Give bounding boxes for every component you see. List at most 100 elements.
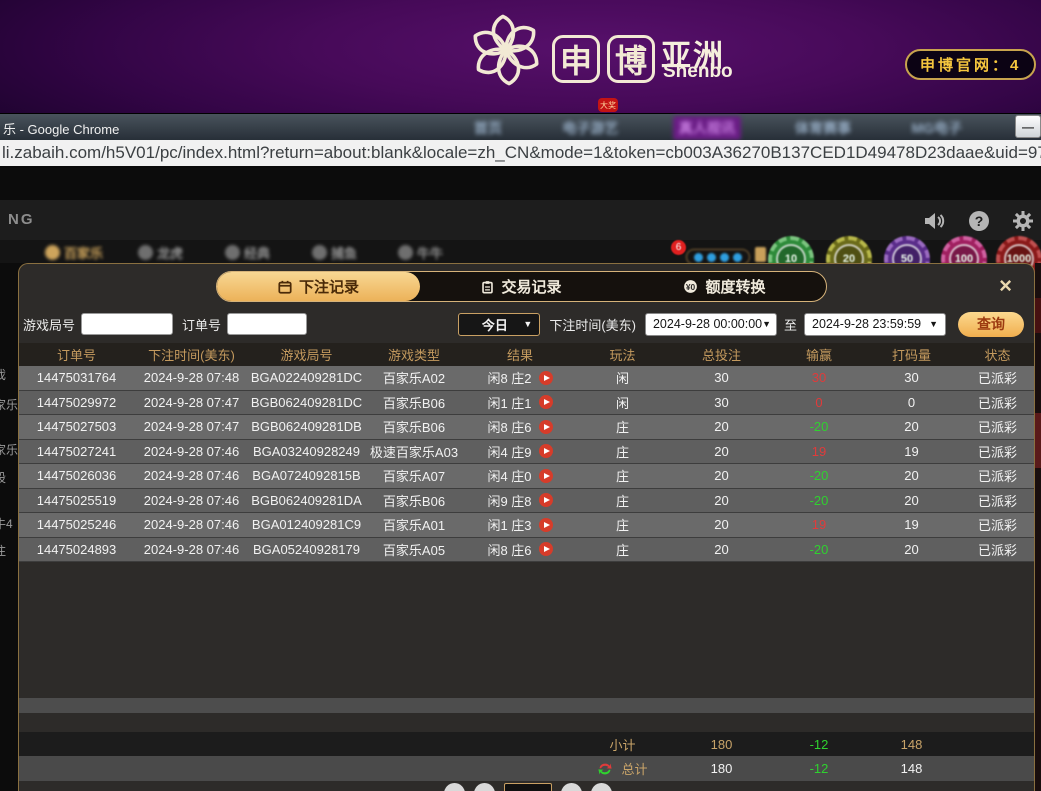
page-prev-button[interactable] [473, 783, 495, 791]
table-row: 14475026036 2024-9-28 07:46 BGA0724092815B… [19, 464, 1034, 489]
total-label: 总计 [621, 762, 648, 777]
date-from-select[interactable]: 2024-9-28 00:00:00 ▼ [644, 312, 777, 336]
play-video-icon[interactable] [538, 419, 553, 434]
svg-text:?: ? [975, 213, 984, 229]
help-icon[interactable]: ? [967, 209, 991, 233]
official-site-pill[interactable]: 申博官网：4 [905, 49, 1037, 80]
gold-marker [755, 247, 766, 262]
cell-play-type: 庄 [615, 469, 629, 485]
play-video-icon[interactable] [538, 493, 553, 508]
chevron-down-icon: ▼ [929, 319, 938, 329]
play-video-icon[interactable] [538, 444, 553, 459]
nav-item[interactable]: 首页 [474, 120, 502, 136]
cell-result: 闲1 庄3 [464, 515, 576, 534]
tab-bet-records[interactable]: 下注记录 [217, 272, 420, 301]
cell-turnover: 20 [904, 541, 919, 557]
play-video-icon[interactable] [538, 370, 553, 385]
background-text-remnant: 家乐 [0, 443, 19, 457]
page-first-button[interactable] [443, 783, 465, 791]
cell-turnover: 0 [907, 394, 916, 410]
total-bet: 180 [710, 761, 733, 776]
range-select[interactable]: 今日 ▼ [458, 312, 541, 336]
play-video-icon[interactable] [538, 542, 553, 557]
refresh-icon[interactable] [597, 762, 613, 776]
query-button[interactable]: 查询 [958, 311, 1024, 337]
date-from-value: 2024-9-28 00:00:00 [652, 317, 763, 331]
category-icon [312, 245, 327, 260]
play-video-icon[interactable] [538, 517, 553, 532]
cell-round-no: BGA05240928179 [253, 541, 360, 557]
calendar-icon [278, 280, 292, 294]
cell-win-loss: -20 [809, 541, 829, 557]
table-row: 14475027503 2024-9-28 07:47 BGB062409281DB… [19, 415, 1034, 440]
table-row: 14475029972 2024-9-28 07:47 BGB062409281DC… [19, 390, 1034, 415]
table-row: 14475025246 2024-9-28 07:46 BGA012409281C9… [19, 513, 1034, 538]
play-video-icon[interactable] [538, 468, 553, 483]
cell-game-type: 百家乐B06 [382, 493, 446, 509]
game-round-input[interactable] [81, 313, 174, 335]
dialog-tabbar: 下注记录 交易记录 ¥0 额度转换 [216, 271, 827, 302]
cell-play-type: 庄 [615, 542, 629, 558]
category-item[interactable]: 经典 [225, 243, 270, 262]
settings-gear-icon[interactable] [1011, 209, 1035, 233]
category-item[interactable]: 龙虎 [138, 243, 183, 262]
subtotal-turnover: 148 [900, 736, 923, 752]
table-row: 14475024893 2024-9-28 07:46 BGA05240928179… [19, 537, 1034, 562]
cell-round-no: BGB062409281DB [251, 419, 362, 435]
cell-status: 已派彩 [977, 420, 1017, 436]
flower-logo-icon [473, 14, 539, 86]
jackpot-badge: 大奖 [598, 98, 618, 112]
page-last-button[interactable] [590, 783, 612, 791]
chevron-down-icon: ▼ [523, 319, 533, 329]
cell-order-no: 14475025246 [36, 517, 117, 533]
client-logo: NG [8, 211, 35, 228]
background-text-remnant: 注 [0, 544, 7, 558]
logo-region-text: 亚洲 [661, 40, 725, 73]
category-item[interactable]: 牛牛 [398, 243, 443, 262]
cell-game-type: 百家乐A05 [382, 542, 446, 558]
logo-en-text: Shenbo [663, 61, 733, 82]
subtotal-label: 小计 [609, 737, 636, 753]
cell-bet-time: 2024-9-28 07:47 [143, 394, 240, 410]
logo-char-box-1: 申 [552, 35, 600, 83]
tab-transaction-records[interactable]: 交易记录 [420, 272, 623, 301]
col-order-no: 订单号 [56, 348, 96, 363]
speaker-icon[interactable] [922, 209, 946, 233]
range-value: 今日 [481, 317, 508, 333]
nav-item[interactable]: 真人视讯 [672, 116, 741, 140]
cell-status: 已派彩 [977, 469, 1017, 485]
cell-turnover: 20 [904, 492, 919, 508]
total-row: 总计 180 -12 148 [19, 756, 1034, 781]
browser-nav-items: 首页 电子游艺 真人视讯 体育赛事 MG电子 [468, 116, 968, 140]
cell-game-type: 百家乐A02 [382, 371, 446, 387]
svg-text:¥0: ¥0 [686, 282, 696, 292]
cell-game-type: 百家乐A07 [382, 469, 446, 485]
order-no-input[interactable] [227, 313, 308, 335]
address-bar[interactable]: li.zabaih.com/h5V01/pc/index.html?return… [0, 140, 1041, 168]
cell-play-type: 庄 [615, 444, 629, 460]
minimize-button[interactable]: — [1015, 115, 1041, 138]
close-icon[interactable]: × [999, 273, 1012, 298]
cell-round-no: BGA012409281C9 [251, 517, 362, 533]
category-item[interactable]: 百家乐 [45, 243, 103, 262]
nav-item[interactable]: 电子游艺 [562, 120, 619, 136]
cell-win-loss: 19 [811, 443, 827, 459]
table-rows: 14475031764 2024-9-28 07:48 BGA022409281DC… [19, 366, 1034, 562]
cell-bet-time: 2024-9-28 07:48 [143, 370, 240, 386]
nav-item[interactable]: MG电子 [911, 120, 962, 136]
background-text-remnant: 戏 [0, 368, 7, 382]
total-winloss: -12 [809, 761, 829, 776]
nav-item[interactable]: 体育赛事 [795, 120, 852, 136]
tab-quota-transfer[interactable]: ¥0 额度转换 [623, 272, 826, 301]
cell-bet-time: 2024-9-28 07:46 [143, 541, 240, 557]
cell-total-bet: 30 [714, 370, 729, 386]
cell-total-bet: 20 [714, 443, 729, 459]
date-to-select[interactable]: 2024-9-28 23:59:59 ▼ [804, 312, 946, 336]
page-number-box[interactable] [503, 783, 552, 791]
col-result: 结果 [506, 348, 533, 363]
play-video-icon[interactable] [538, 395, 553, 410]
category-item[interactable]: 捕鱼 [312, 243, 357, 262]
page-next-button[interactable] [560, 783, 582, 791]
cell-status: 已派彩 [977, 371, 1017, 387]
category-icon [45, 245, 60, 260]
